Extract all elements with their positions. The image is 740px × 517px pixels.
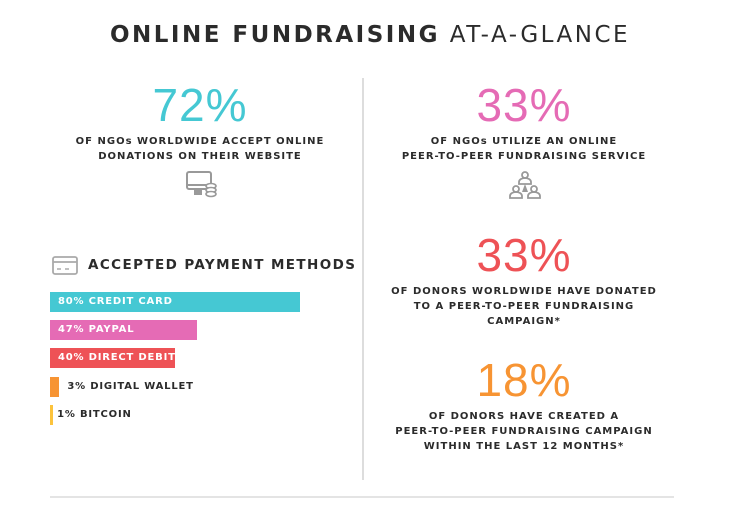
- title-bold: ONLINE FUNDRAISING: [109, 22, 440, 48]
- chart-title: ACCEPTED PAYMENT METHODS: [88, 257, 357, 273]
- computer-coins-icon: [186, 171, 217, 198]
- bar-digital-wallet: [50, 377, 60, 397]
- stat-value: 33%: [476, 79, 572, 131]
- stat-value: 18%: [476, 354, 572, 406]
- bar-bitcoin: [50, 405, 54, 425]
- stat-donors-donated: 33% OF DONORS WORLDWIDE HAVE DONATED TO A…: [374, 230, 674, 329]
- stat-value: 33%: [476, 229, 572, 281]
- title-light: AT-A-GLANCE: [449, 22, 631, 48]
- stat-ngos-p2p: 33% OF NGOs UTILIZE AN ONLINE PEER-TO-PEE…: [374, 80, 674, 164]
- column-divider: [362, 78, 364, 480]
- stat-caption: OF NGOs WORLDWIDE ACCEPT ONLINE DONATIONS…: [75, 136, 325, 162]
- bar-label: 40% DIRECT DEBIT: [58, 352, 176, 363]
- stat-ngos-accept-online: 72% OF NGOs WORLDWIDE ACCEPT ONLINE DONAT…: [50, 80, 350, 164]
- stat-caption: OF DONORS WORLDWIDE HAVE DONATED TO A PEE…: [391, 286, 657, 327]
- stat-donors-created: 18% OF DONORS HAVE CREATED A PEER-TO-PEER…: [374, 355, 674, 454]
- bottom-rule: [50, 496, 674, 498]
- page-title: ONLINE FUNDRAISING AT-A-GLANCE: [0, 22, 740, 48]
- bar-credit-card: [50, 292, 300, 312]
- stat-caption: OF DONORS HAVE CREATED A PEER-TO-PEER FUN…: [395, 411, 653, 452]
- bar-label: 80% CREDIT CARD: [58, 296, 173, 307]
- bar-paypal: [50, 320, 197, 340]
- bar-label: 47% PAYPAL: [58, 324, 135, 335]
- people-network-icon: [509, 171, 541, 199]
- bar-label: 3% DIGITAL WALLET: [67, 381, 194, 392]
- stat-value: 72%: [152, 79, 248, 131]
- stat-caption: OF NGOs UTILIZE AN ONLINE PEER-TO-PEER FU…: [401, 136, 647, 162]
- credit-card-icon: [52, 256, 78, 275]
- bar-label: 1% BITCOIN: [57, 409, 132, 420]
- bar-direct-debit: [50, 348, 175, 368]
